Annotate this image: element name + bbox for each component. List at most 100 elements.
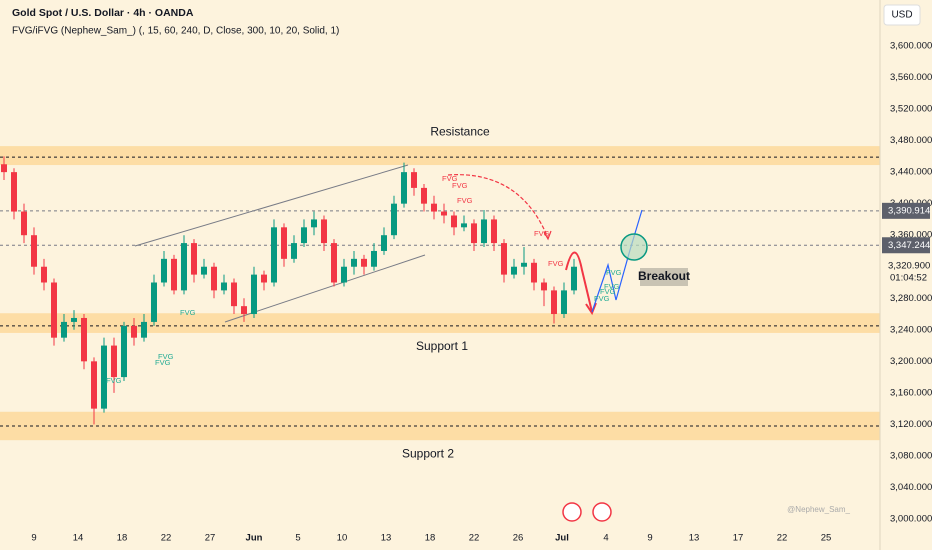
level-label: Support 1 [416,339,468,353]
candle-body [381,235,387,251]
fvg-label: FVG [158,352,174,361]
candle-body [251,274,257,315]
candle-body [291,243,297,259]
fvg-label: FVG [604,282,620,291]
last-price-tag [882,258,930,285]
breakout-circle [620,233,648,261]
x-tick-label: 9 [31,533,36,544]
x-tick-label: 14 [73,533,84,544]
candle-body [261,274,267,283]
candle-body [281,227,287,259]
y-tick-label: 3,040.000 [890,482,932,493]
x-tick-label: 13 [689,533,700,544]
candle-body [311,219,317,228]
level-band [0,313,880,333]
level-label: Support 2 [402,446,454,460]
candle-body [451,215,457,228]
candle-body [271,227,277,283]
fvg-label: FVG [180,308,196,317]
candle-body [391,203,397,236]
candle-body [301,227,307,244]
arrow-head [543,230,552,241]
candle-body [481,219,487,244]
candle-body [351,258,357,267]
y-tick-label: 3,200.000 [890,356,932,367]
candle-body [491,219,497,244]
candle-body [41,266,47,283]
y-tick-label: 3,480.000 [890,135,932,146]
y-tick-label: 3,120.000 [890,419,932,430]
fvg-label: FVG [106,376,122,385]
candle-body [541,282,547,291]
x-tick-label: 4 [603,533,608,544]
y-tick-label: 3,560.000 [890,72,932,83]
x-tick-label: 13 [381,533,392,544]
candle-body [201,266,207,275]
candle-body [461,223,467,228]
fvg-label: FVG [606,268,622,277]
x-tick-label: 18 [117,533,128,544]
channel-top [134,164,409,247]
y-tick-label: 3,160.000 [890,387,932,398]
candle-body [211,266,217,291]
candle-body [321,219,327,244]
axes: 3,600.000 3,560.000 3,520.000 3,480.000 3,44… [31,41,932,544]
x-tick-label: 27 [205,533,216,544]
candle-body [231,282,237,307]
candle-body [521,262,527,267]
candle-body [161,258,167,283]
candle-body [151,282,157,322]
candle-body [81,317,87,362]
candle-body [111,345,117,378]
candle-body [11,172,17,212]
currency: USD [891,10,912,21]
x-tick-label: 26 [513,533,524,544]
fvg-label: FVG [594,294,610,303]
y-tick-label: 3,520.000 [890,104,932,115]
event-icon [562,502,582,522]
y-tick-label: 3,600.000 [890,41,932,52]
x-tick-label: Jul [555,533,569,544]
candle-body [191,243,197,275]
arrow-head [585,302,597,316]
candle-body [121,325,127,378]
x-tick-label: 25 [821,533,832,544]
candle-body [551,290,557,315]
y-tick-label: 3,360.000 [890,230,932,241]
candle-body [141,321,147,338]
projection-red [565,251,593,313]
watermark: @Nephew_Sam_ [787,505,850,514]
candle-body [471,223,477,244]
candle-body [181,243,187,291]
fvg-label: FVG [534,229,550,238]
candle-body [421,187,427,204]
candle-body [61,321,67,338]
candle-body [561,290,567,315]
fvg-label: FVG [457,196,473,205]
candle-body [171,258,177,291]
candle-body [331,243,337,283]
y-tick-label: 3,240.000 [890,324,932,335]
x-tick-label: 10 [337,533,348,544]
channel-bottom [224,254,426,323]
candle-body [91,361,97,409]
x-tick-label: 5 [295,533,300,544]
currency-box [883,4,921,26]
candles [1,156,577,425]
candle-body [511,266,517,275]
candle-body [131,325,137,338]
fvg-label: FVG [600,287,616,296]
candle-body [71,317,77,322]
candle-body [1,164,7,173]
indicator-line: FVG/iFVG (Nephew_Sam_) (, 15, 60, 240, D… [12,26,339,37]
candle-body [501,243,507,275]
event-icon [592,502,612,522]
fvg-label: FVG [442,174,458,183]
candle-body [411,172,417,188]
candle-body [371,250,377,267]
x-tick-label: 17 [733,533,744,544]
level-label: Resistance [430,124,490,138]
